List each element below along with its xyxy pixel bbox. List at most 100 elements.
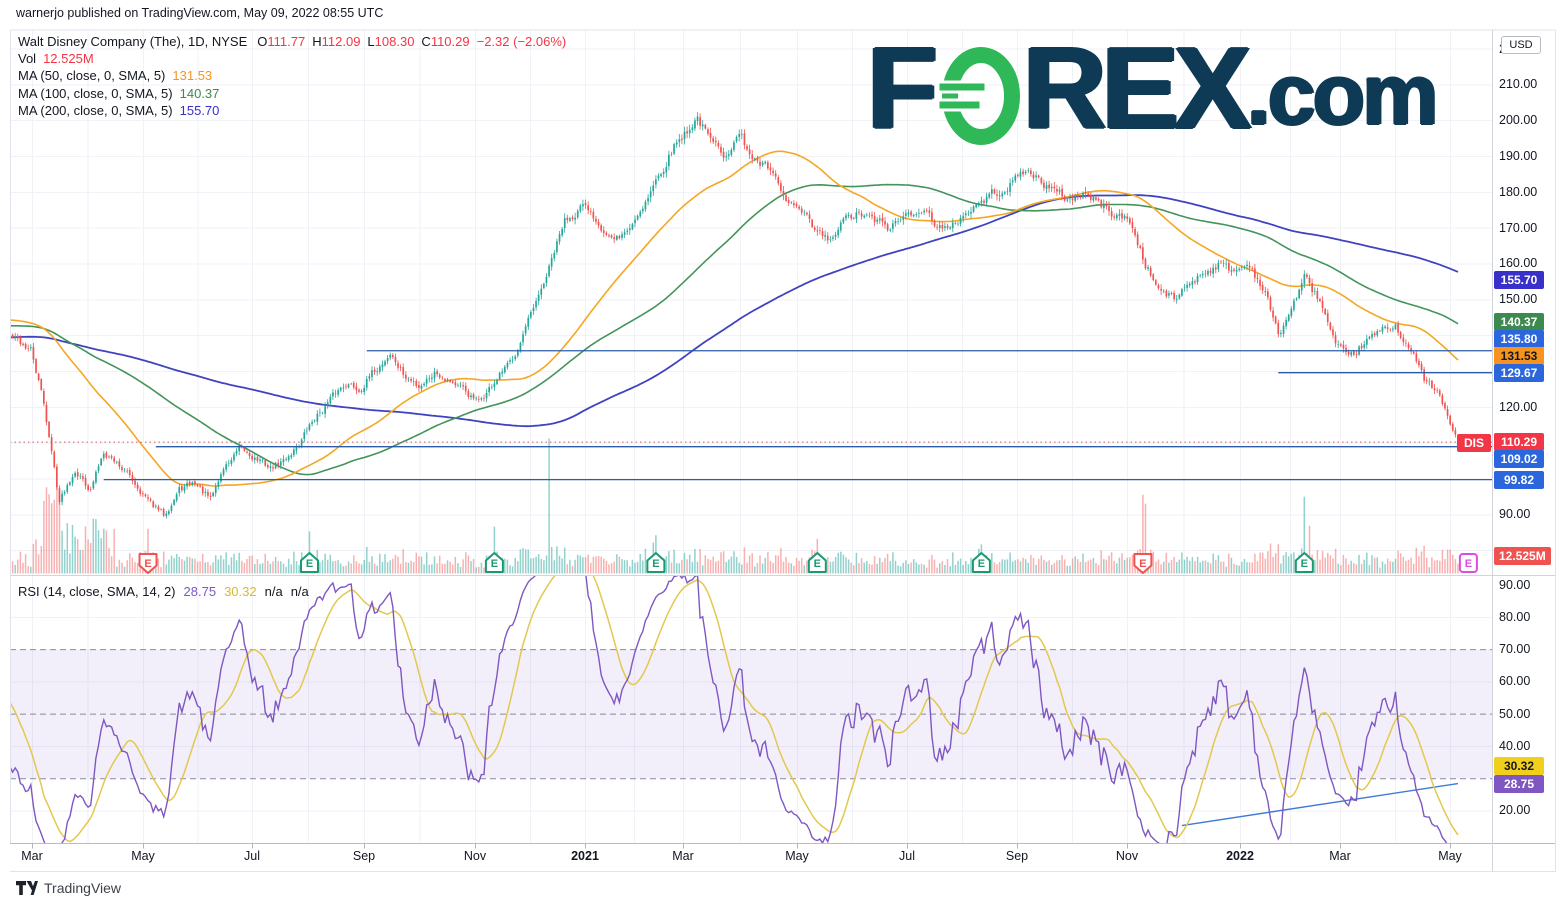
price-badge-129.67: 129.67	[1494, 364, 1544, 382]
symbol-row[interactable]: Walt Disney Company (The), 1D, NYSE O111…	[18, 33, 566, 50]
ohlc-open: O111.77	[257, 34, 306, 49]
ohlc-close: C110.29	[421, 34, 470, 49]
ma100-value: 140.37	[179, 85, 220, 101]
earnings-marker-up[interactable]: E	[484, 552, 504, 573]
price-badge-140.37: 140.37	[1494, 313, 1544, 331]
ma100-label: MA (100, close, 0, SMA, 5)	[18, 85, 173, 101]
published-byline: warnerjo published on TradingView.com, M…	[16, 6, 384, 20]
ma100-row[interactable]: MA (100, close, 0, SMA, 5) 140.37	[18, 85, 566, 102]
rsi-axis-label: 60.00	[1499, 674, 1531, 689]
svg-text:E: E	[1301, 558, 1308, 570]
rsi-trendline[interactable]	[1181, 782, 1459, 827]
currency-chip: USD	[1501, 36, 1541, 54]
svg-text:E: E	[978, 558, 985, 570]
earnings-marker-up[interactable]: E	[971, 552, 991, 573]
price-badge-135.80: 135.80	[1494, 330, 1544, 348]
ma50-label: MA (50, close, 0, SMA, 5)	[18, 68, 166, 84]
earnings-marker-down[interactable]: E	[138, 553, 158, 574]
rsi-axis-label: 70.00	[1499, 642, 1531, 657]
time-axis-label: May	[785, 849, 809, 863]
time-axis-label: Jul	[899, 849, 915, 863]
earnings-marker-down[interactable]: E	[1133, 553, 1153, 574]
rsi-ma-value: 30.32	[224, 584, 257, 599]
price-badge-155.70: 155.70	[1494, 271, 1544, 289]
time-axis-label: Mar	[1329, 849, 1351, 863]
svg-text:E: E	[814, 558, 821, 570]
time-axis-label: Nov	[463, 849, 487, 863]
price-axis-label: 200.00	[1499, 113, 1538, 128]
change-value: −2.32 (−2.06%)	[476, 34, 567, 49]
price-axis-label: 150.00	[1499, 292, 1538, 307]
horizontal-ray-drawings[interactable]	[10, 350, 1492, 481]
price-axis-label: 170.00	[1499, 220, 1538, 235]
svg-text:E: E	[1139, 558, 1146, 570]
rsi-lines[interactable]	[10, 560, 1459, 863]
time-axis-label: Mar	[21, 849, 43, 863]
volume-label: Vol	[18, 51, 37, 67]
svg-text:E: E	[491, 558, 498, 570]
time-axis-label: 2021	[571, 849, 599, 863]
time-axis-label: Mar	[672, 849, 694, 863]
price-badge-99.82: 99.82	[1494, 471, 1544, 489]
time-axis-label: May	[1438, 849, 1462, 863]
time-axis-label: Sep	[352, 849, 376, 863]
ma200-value: 155.70	[179, 102, 220, 118]
earnings-marker-up[interactable]: E	[807, 552, 827, 573]
time-axis-label: Nov	[1115, 849, 1139, 863]
rsi-axis-label: 50.00	[1499, 706, 1531, 721]
ma200-label: MA (200, close, 0, SMA, 5)	[18, 102, 173, 118]
svg-text:E: E	[1465, 558, 1472, 570]
candlestick-series[interactable]	[9, 112, 1459, 519]
svg-text:E: E	[144, 558, 151, 570]
price-axis-label: 120.00	[1499, 399, 1538, 414]
rsi-axis-label: 20.00	[1499, 803, 1531, 818]
rsi-na2: n/a	[290, 584, 309, 599]
ma50-row[interactable]: MA (50, close, 0, SMA, 5) 131.53	[18, 67, 566, 84]
ohlc-high: H112.09	[312, 34, 361, 49]
price-badge-109.02: 109.02	[1494, 450, 1544, 468]
price-badge-28.75: 28.75	[1494, 775, 1544, 793]
tradingview-logo[interactable]: TradingView	[16, 880, 121, 896]
ohlc-low: L108.30	[367, 34, 415, 49]
rsi-value: 28.75	[183, 584, 217, 599]
symbol-price-tag: DIS	[1457, 433, 1491, 452]
price-badge-12.525M: 12.525M	[1494, 547, 1551, 565]
rsi-legend[interactable]: RSI (14, close, SMA, 14, 2) 28.75 30.32 …	[18, 584, 309, 599]
time-axis-label: Jul	[244, 849, 260, 863]
moving-average-lines[interactable]	[10, 150, 1459, 487]
tradingview-logo-icon	[16, 881, 38, 895]
price-badge-131.53: 131.53	[1494, 347, 1544, 365]
time-axis-label: Sep	[1005, 849, 1029, 863]
tradingview-logo-text: TradingView	[44, 880, 122, 896]
svg-text:E: E	[306, 558, 313, 570]
ma200-row[interactable]: MA (200, close, 0, SMA, 5) 155.70	[18, 102, 566, 119]
price-axis-label: 190.00	[1499, 148, 1538, 163]
price-axis-label: 210.00	[1499, 77, 1538, 92]
rsi-axis-label: 40.00	[1499, 738, 1531, 753]
svg-text:E: E	[652, 558, 659, 570]
rsi-na1: n/a	[264, 584, 283, 599]
pane-borders	[10, 29, 1556, 872]
earnings-marker-upcoming[interactable]: E	[1458, 553, 1478, 573]
rsi-axis-label: 90.00	[1499, 577, 1531, 592]
time-axis-label: May	[131, 849, 155, 863]
price-axis-label: 90.00	[1499, 507, 1531, 522]
rsi-label: RSI (14, close, SMA, 14, 2)	[18, 584, 176, 599]
price-badge-30.32: 30.32	[1494, 757, 1544, 775]
price-axis-label: 160.00	[1499, 256, 1538, 271]
volume-row[interactable]: Vol 12.525M	[18, 50, 566, 67]
main-legend[interactable]: Walt Disney Company (The), 1D, NYSE O111…	[18, 33, 566, 119]
price-badge-110.29: 110.29	[1494, 433, 1544, 451]
ma50-value: 131.53	[172, 68, 213, 84]
rsi-band	[10, 649, 1492, 780]
volume-value: 12.525M	[43, 51, 94, 67]
symbol-title: Walt Disney Company (The), 1D, NYSE	[18, 34, 248, 49]
rsi-axis-label: 80.00	[1499, 609, 1531, 624]
earnings-marker-up[interactable]: E	[646, 552, 666, 573]
earnings-marker-up[interactable]: E	[1294, 552, 1314, 573]
earnings-marker-up[interactable]: E	[299, 552, 319, 573]
price-axis-label: 180.00	[1499, 184, 1538, 199]
